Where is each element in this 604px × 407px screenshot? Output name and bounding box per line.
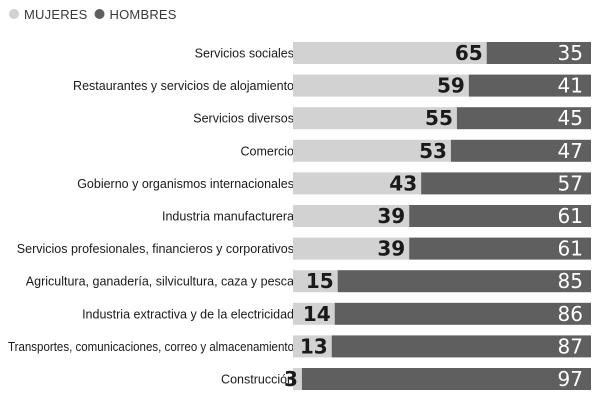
category-label: Servicios sociales: [195, 47, 294, 61]
bar-mujeres: [293, 335, 332, 358]
bar-mujeres: [293, 302, 335, 325]
value-label-hombres: 85: [558, 269, 583, 293]
bar-mujeres: [293, 205, 410, 227]
value-label-mujeres: 39: [377, 204, 405, 228]
value-label-hombres: 35: [558, 41, 583, 65]
category-label: Restaurantes y servicios de alojamiento: [73, 79, 294, 93]
value-label-hombres: 61: [558, 204, 583, 228]
value-label-mujeres: 39: [377, 237, 405, 261]
category-labels: Servicios sociales Restaurantes y servici…: [8, 47, 294, 387]
bar-hombres: [409, 237, 591, 260]
value-label-mujeres: 14: [303, 302, 331, 326]
value-label-mujeres: 53: [419, 139, 447, 163]
category-label: Comercio: [241, 144, 295, 158]
category-label: Industria manufacturera: [162, 210, 294, 224]
category-label: Gobierno y organismos internacionales: [77, 177, 294, 191]
bar-mujeres: [293, 107, 457, 130]
value-label-hombres: 87: [558, 334, 583, 358]
value-label-hombres: 41: [558, 74, 583, 98]
legend-label-mujeres: MUJERES: [24, 7, 88, 22]
bar-hombres: [450, 139, 591, 162]
category-label: Servicios profesionales, financieros y c…: [17, 242, 294, 256]
bar-hombres: [334, 302, 591, 325]
legend-swatch-hombres: [94, 9, 105, 19]
category-label: Transportes, comunicaciones, correo y al…: [8, 340, 294, 354]
value-label-hombres: 86: [558, 302, 583, 326]
bar-mujeres: [293, 172, 422, 195]
value-label-mujeres: 13: [300, 334, 328, 358]
category-label: Construcción: [221, 373, 294, 387]
value-labels: 65 35 59 41 55 45 53 47 43 57 39 61 39 61 15 85 14 86 13 87…: [284, 41, 583, 391]
value-label-mujeres: 15: [306, 269, 334, 293]
bar-hombres: [331, 335, 591, 358]
bar-mujeres: [293, 270, 338, 293]
bar-hombres: [409, 205, 591, 227]
bar-mujeres: [293, 368, 302, 390]
value-label-hombres: 57: [558, 171, 583, 195]
bar-mujeres: [293, 237, 410, 260]
value-label-mujeres: 43: [389, 171, 417, 195]
bar-hombres: [468, 74, 591, 97]
value-label-hombres: 45: [558, 106, 583, 130]
value-label-hombres: 97: [558, 367, 583, 391]
category-label: Servicios diversos: [193, 112, 294, 126]
bar-hombres: [337, 270, 591, 293]
category-label: Industria extractiva y de la electricida…: [82, 307, 294, 321]
value-label-hombres: 47: [558, 139, 583, 163]
bar-hombres: [486, 42, 591, 64]
bar-hombres: [301, 368, 591, 390]
legend: MUJERES HOMBRES: [9, 7, 177, 22]
bars: [293, 42, 591, 390]
bar-mujeres: [293, 139, 451, 162]
value-label-hombres: 61: [558, 237, 583, 261]
bar-hombres: [421, 172, 591, 195]
bar-mujeres: [293, 42, 487, 64]
legend-label-hombres: HOMBRES: [110, 7, 177, 22]
legend-swatch-mujeres: [9, 9, 19, 19]
bar-mujeres: [293, 74, 469, 97]
value-label-mujeres: 65: [455, 41, 483, 65]
value-label-mujeres: 59: [437, 74, 465, 98]
category-label: Agricultura, ganadería, silvicultura, ca…: [26, 275, 294, 289]
value-label-mujeres: 3: [284, 367, 298, 391]
value-label-mujeres: 55: [425, 106, 453, 130]
bar-hombres: [456, 107, 591, 130]
